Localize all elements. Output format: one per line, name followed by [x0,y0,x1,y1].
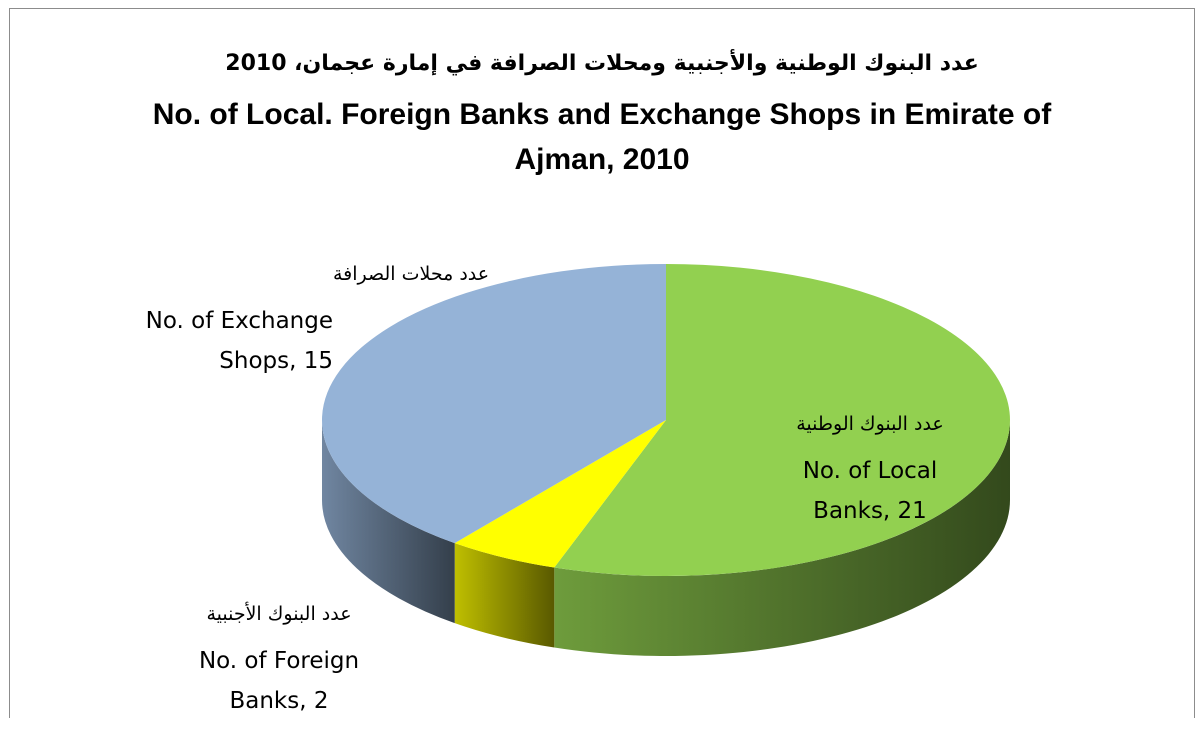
label-arabic: عدد البنوك الأجنبية [206,602,351,625]
label-line: Banks, [813,498,897,524]
label-arabic: عدد محلات الصرافة [333,263,489,285]
slice-side [554,420,1010,657]
data-value: 15 [304,348,333,374]
slice-side [322,420,455,624]
slice-side [454,543,555,648]
data-value: 21 [898,498,927,524]
data-label: No. of Local Banks, 21 [803,458,938,524]
label-line: Banks, [229,688,313,714]
label-arabic: عدد البنوك الوطنية [796,413,944,435]
label-line: No. of Exchange [146,308,333,334]
label-line: No. of Local [803,458,938,484]
slice [322,264,666,544]
data-label: No. of Foreign Banks, 2 [199,648,359,714]
slice [554,264,1010,576]
label-line: No. of Foreign [199,648,359,674]
slice [454,420,666,568]
data-label: No. of Exchange Shops, 15 [146,308,333,374]
chart-title-arabic: عدد البنوك الوطنية والأجنبية ومحلات الصر… [225,48,978,76]
chart-title: No. of Local. Foreign Banks and Exchange… [153,98,1052,176]
data-value: 2 [314,688,329,714]
label-line: Shops, [219,348,303,374]
chart-border [9,8,1195,718]
